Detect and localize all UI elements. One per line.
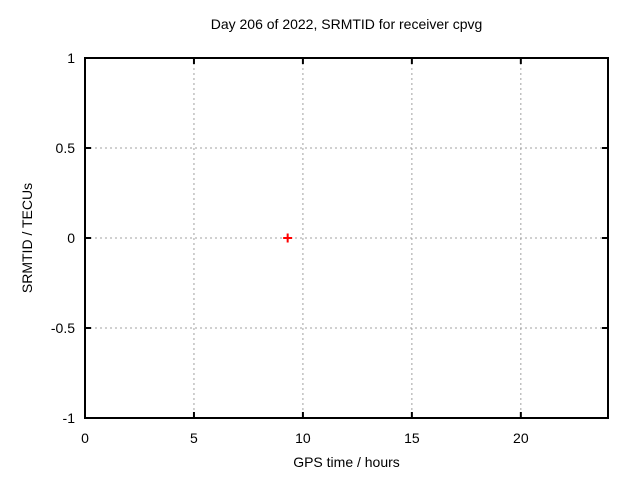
- y-tick-label: -0.5: [51, 320, 75, 336]
- x-axis-label: GPS time / hours: [293, 454, 400, 470]
- x-tick-label: 10: [295, 430, 311, 446]
- x-tick-label: 0: [81, 430, 89, 446]
- data-point-marker: [283, 233, 293, 243]
- x-tick-label: 15: [404, 430, 420, 446]
- chart-title: Day 206 of 2022, SRMTID for receiver cpv…: [210, 16, 483, 32]
- y-tick-label: 0: [67, 230, 75, 246]
- x-tick-label: 20: [513, 430, 529, 446]
- y-tick-label: 1: [67, 50, 75, 66]
- y-axis-label: SRMTID / TECUs: [19, 182, 35, 294]
- x-tick-label: 5: [190, 430, 198, 446]
- y-tick-label: 0.5: [56, 140, 76, 156]
- y-tick-label: -1: [63, 410, 76, 426]
